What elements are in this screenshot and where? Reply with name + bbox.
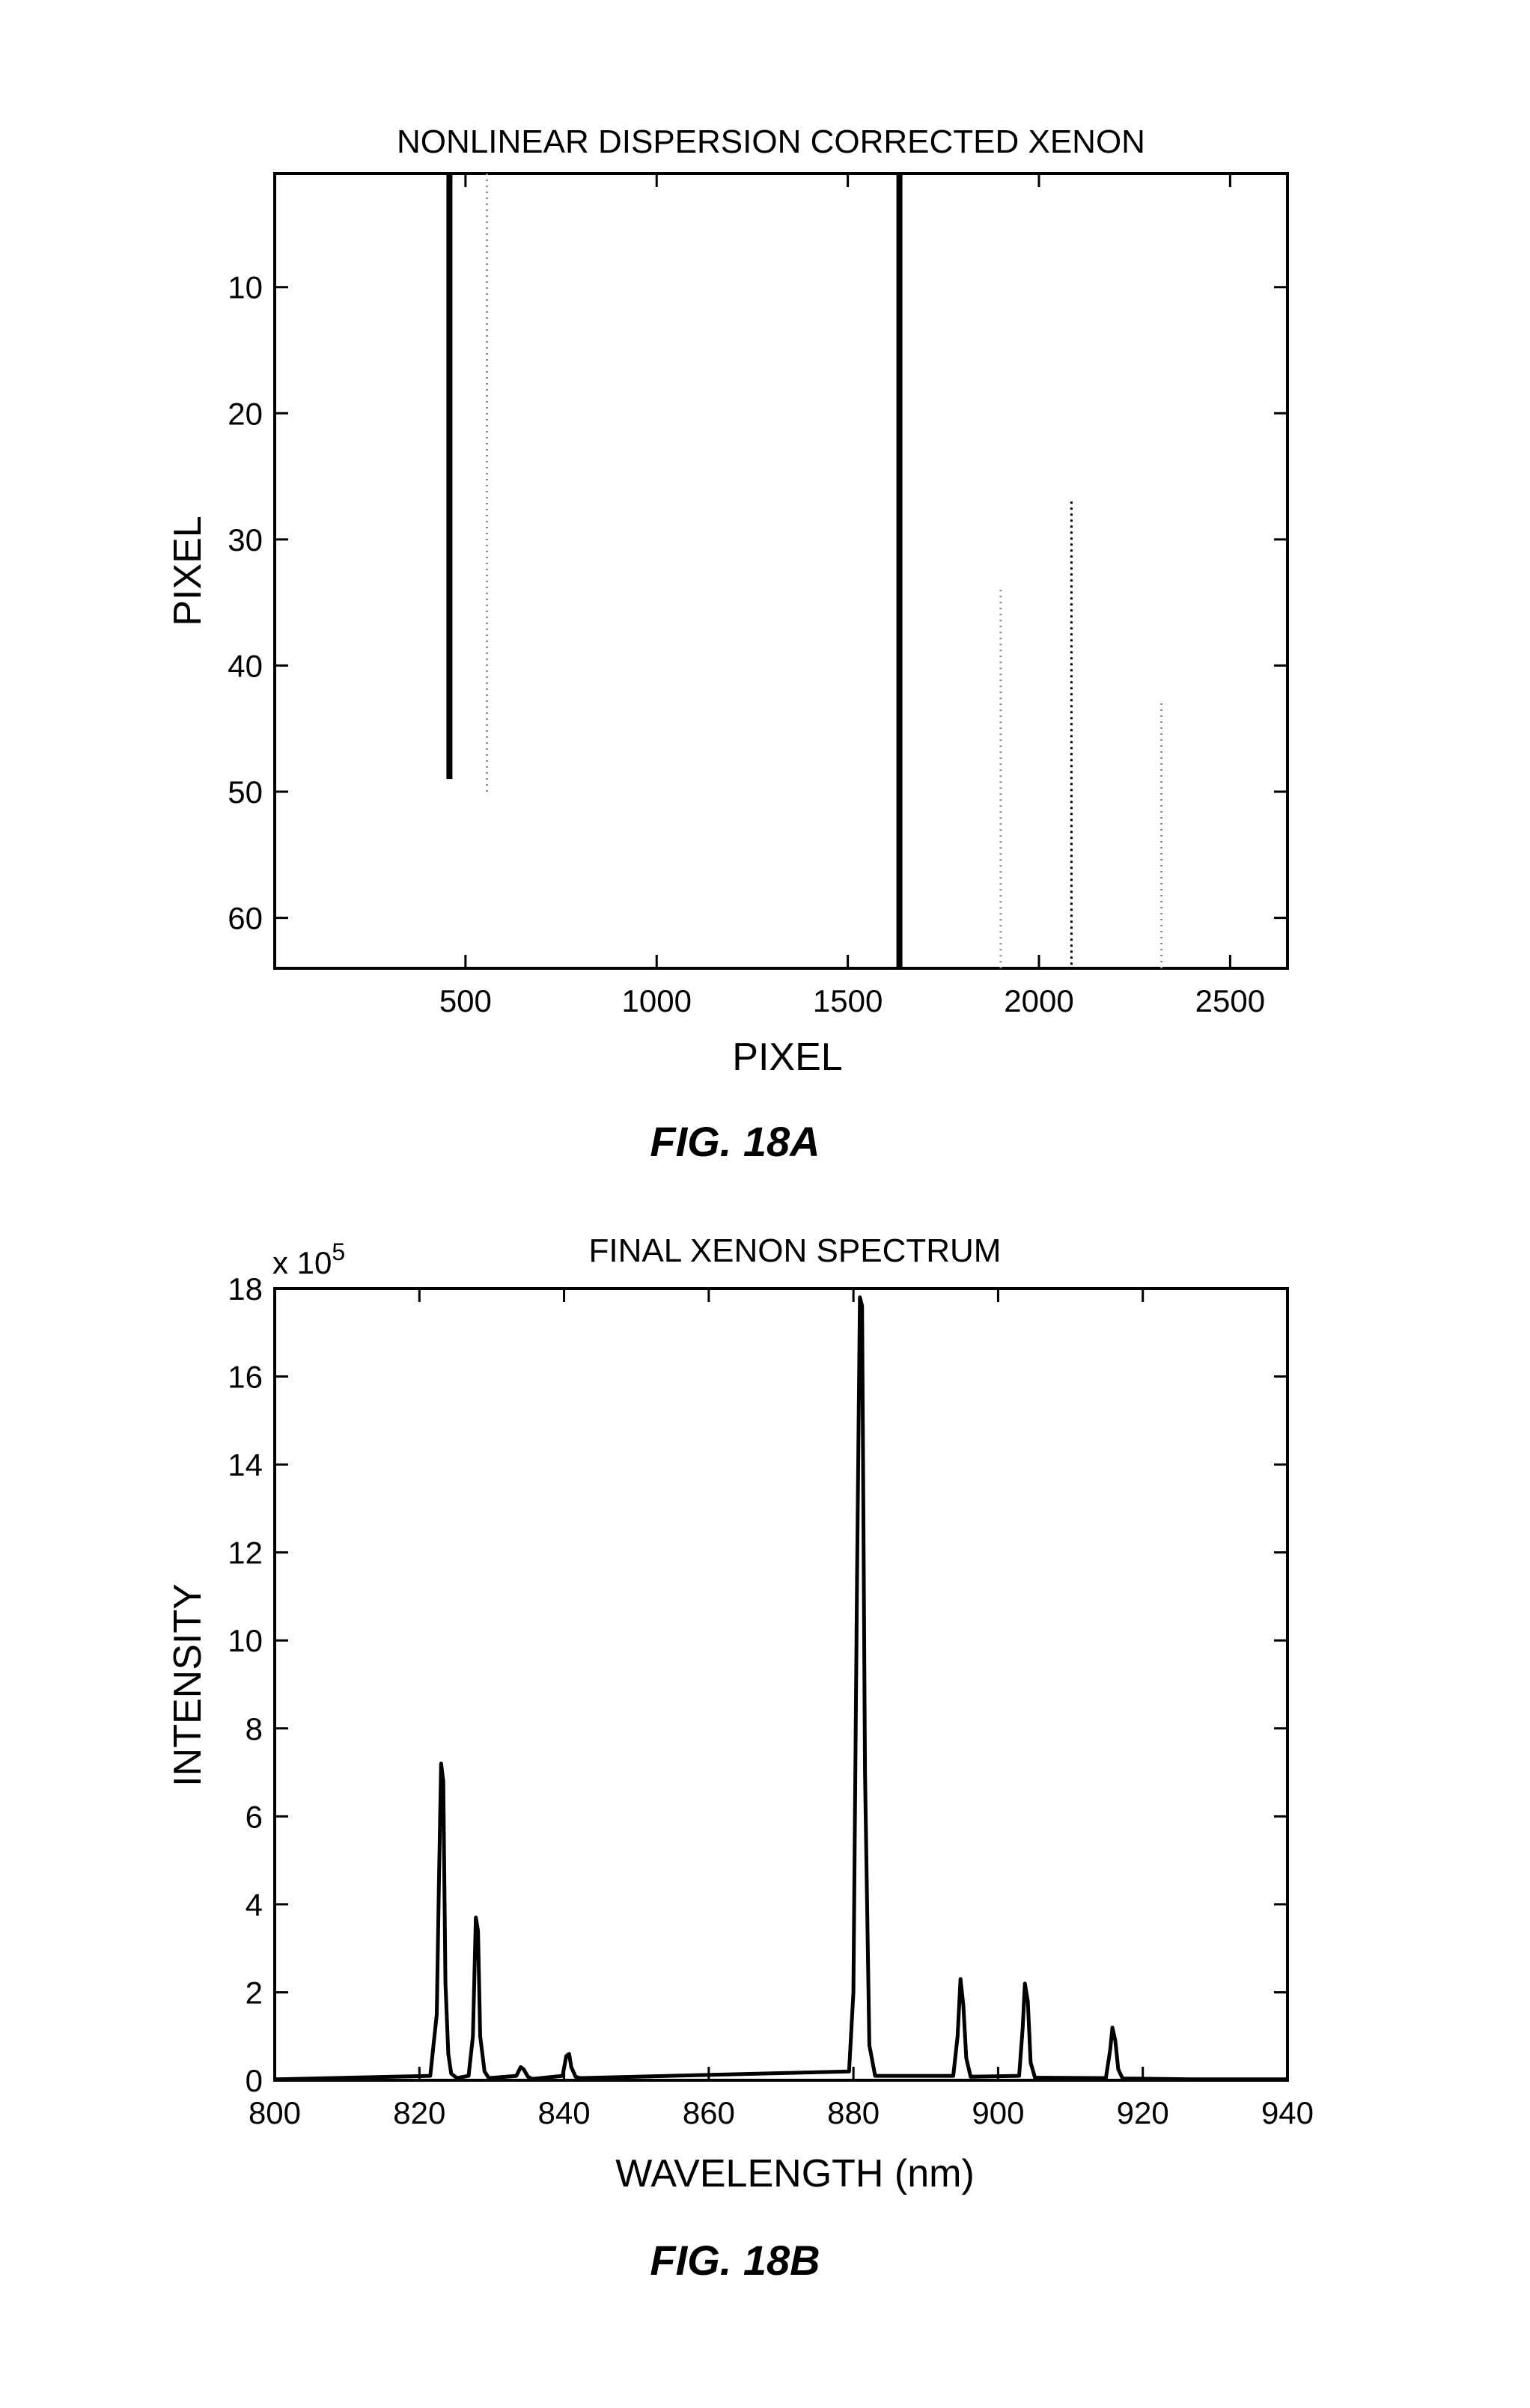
chart-18b-x-tick-label: 820: [393, 2095, 445, 2130]
chart-18a-x-tick-label: 500: [439, 983, 492, 1018]
chart-18b-y-tick-label: 16: [228, 1360, 263, 1395]
chart-18a-x-tick-label: 2500: [1195, 983, 1265, 1018]
chart-18a-lines: [449, 174, 1161, 968]
chart-18b-y-multiplier: x 105: [272, 1238, 345, 1280]
chart-18b-y-tick-label: 12: [228, 1535, 263, 1571]
chart-18a-x-tick-label: 1000: [622, 983, 692, 1018]
chart-18b-x-tick-label: 920: [1117, 2095, 1169, 2130]
chart-18b-x-axis: 800820840860880900920940: [249, 1289, 1314, 2130]
chart-18a-y-tick-label: 40: [228, 648, 263, 683]
chart-18b-x-tick-label: 940: [1261, 2095, 1314, 2130]
chart-18b-x-tick-label: 800: [249, 2095, 301, 2130]
chart-18a-title: NONLINEAR DISPERSION CORRECTED XENON: [397, 123, 1145, 160]
chart-18a-x-tick-label: 1500: [813, 983, 883, 1018]
chart-18a-y-label: PIXEL: [166, 516, 210, 626]
chart-18b-x-tick-label: 900: [972, 2095, 1024, 2130]
chart-18b-x-tick-label: 840: [538, 2095, 591, 2130]
chart-18b-x-label: WAVELENGTH (nm): [615, 2152, 975, 2195]
chart-18b-y-multiplier-base: x 10: [272, 1245, 332, 1280]
chart-18a-x-axis: 500 1000 1500 2000 2500: [439, 174, 1265, 1018]
chart-18b: FINAL XENON SPECTRUM x 105 8008208408608…: [166, 1232, 1314, 2284]
chart-18b-y-multiplier-exponent: 5: [332, 1238, 345, 1265]
chart-18a-y-axis: 10 20 30 40 50 60: [228, 270, 1287, 936]
chart-18b-y-tick-label: 0: [246, 2063, 263, 2098]
chart-18a-y-tick-label: 20: [228, 396, 263, 431]
chart-18b-series-line: [275, 1298, 1287, 2080]
chart-18b-y-tick-label: 8: [246, 1711, 263, 1747]
chart-18a: NONLINEAR DISPERSION CORRECTED XENON 500…: [166, 123, 1287, 1165]
chart-18b-y-tick-label: 10: [228, 1623, 263, 1658]
chart-18a-y-tick-label: 10: [228, 270, 263, 305]
chart-18b-x-tick-label: 880: [827, 2095, 880, 2130]
chart-18b-y-tick-label: 4: [246, 1887, 263, 1922]
chart-18b-y-tick-label: 2: [246, 1975, 263, 2010]
figure-caption-18a: FIG. 18A: [650, 1118, 820, 1165]
chart-18b-y-tick-label: 18: [228, 1271, 263, 1307]
chart-18a-y-tick-label: 60: [228, 901, 263, 936]
chart-18b-y-label: INTENSITY: [166, 1583, 210, 1787]
chart-18a-x-tick-label: 2000: [1004, 983, 1073, 1018]
chart-18a-y-tick-label: 50: [228, 774, 263, 810]
figure-caption-18b: FIG. 18B: [650, 2237, 820, 2284]
chart-18b-x-tick-label: 860: [683, 2095, 735, 2130]
chart-18a-y-tick-label: 30: [228, 522, 263, 557]
chart-18b-y-tick-label: 14: [228, 1447, 263, 1482]
chart-18a-x-label: PIXEL: [732, 1036, 842, 1079]
chart-18b-y-axis: 0 2 4 6 8 10 12 14 16 18: [228, 1271, 1287, 2098]
chart-18a-plot-frame: [275, 174, 1287, 968]
chart-18b-plot-frame: [275, 1289, 1287, 2080]
chart-18b-y-tick-label: 6: [246, 1799, 263, 1834]
chart-18b-title: FINAL XENON SPECTRUM: [589, 1232, 1002, 1269]
